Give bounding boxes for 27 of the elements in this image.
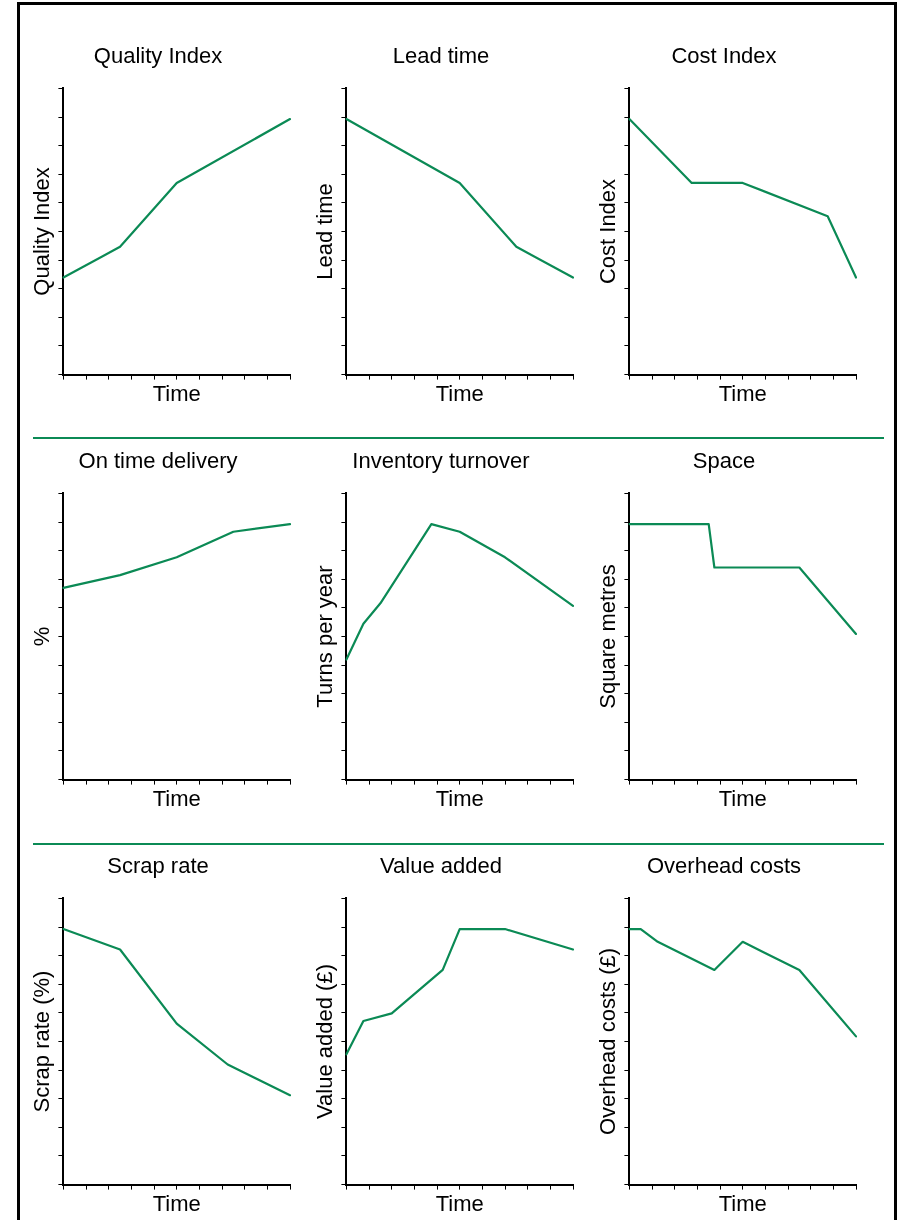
x-axis-title: Time [152, 785, 201, 811]
x-axis-title: Time [718, 380, 767, 406]
y-axis-title: Lead time [312, 183, 338, 280]
chart-title: Inventory turnover [352, 448, 530, 474]
x-axis-title: Time [152, 1190, 201, 1216]
y-axis-title: Scrap rate (%) [29, 970, 55, 1113]
y-axis-title: Overhead costs (£) [595, 947, 621, 1136]
chart-title: Space [692, 448, 756, 474]
chart-title: Value added [380, 853, 502, 879]
x-axis-title: Time [435, 380, 484, 406]
chart-title: Overhead costs [646, 853, 802, 879]
chart-title: Lead time [392, 43, 490, 69]
chart-title: On time delivery [78, 448, 238, 474]
chart-title: Quality Index [93, 43, 223, 69]
y-axis-title: Value added (£) [312, 964, 338, 1119]
y-axis-title: Cost Index [595, 178, 621, 285]
y-axis-title: Square metres [595, 564, 621, 709]
x-axis-title: Time [435, 1190, 484, 1216]
y-axis-title: Quality Index [29, 167, 55, 296]
x-axis-title: Time [152, 380, 201, 406]
y-axis-title: % [29, 626, 55, 647]
x-axis-title: Time [435, 785, 484, 811]
chart-title: Cost Index [671, 43, 777, 69]
y-axis-title: Turns per year [312, 565, 338, 708]
x-axis-title: Time [718, 1190, 767, 1216]
x-axis-title: Time [718, 785, 767, 811]
chart-title: Scrap rate [107, 853, 209, 879]
